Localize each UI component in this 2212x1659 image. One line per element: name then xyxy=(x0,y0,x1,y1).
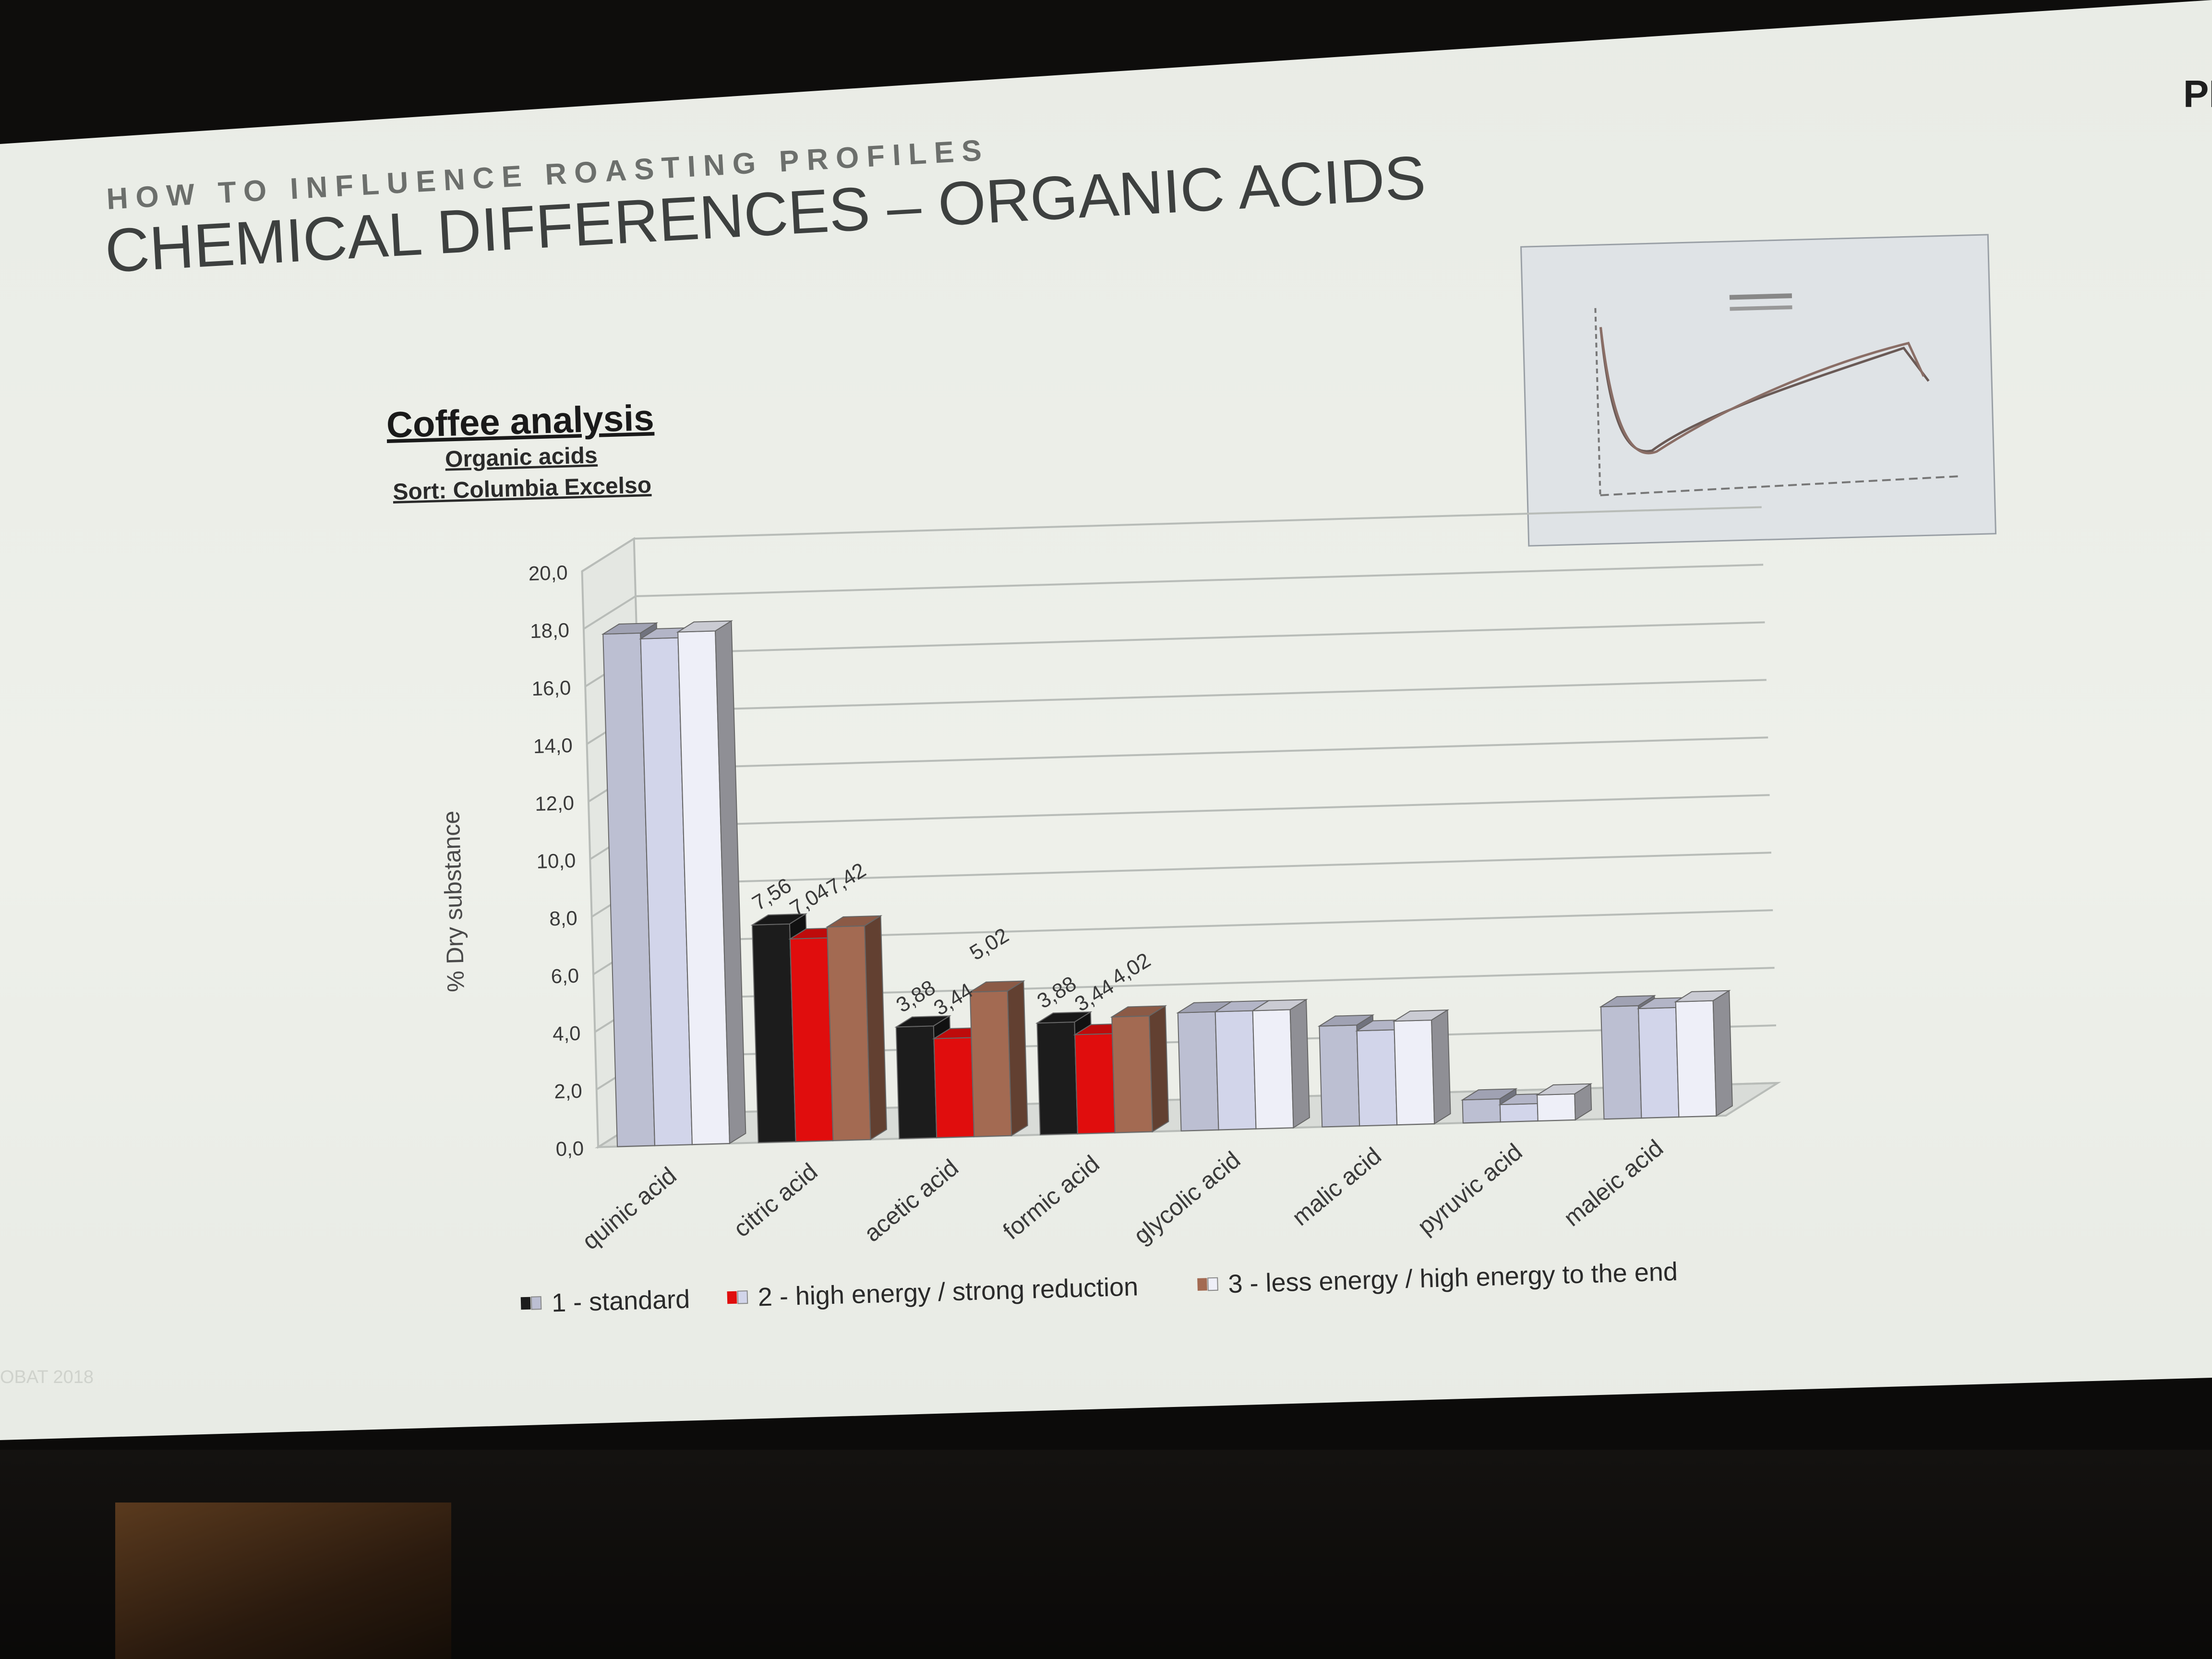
bar xyxy=(1394,1020,1435,1126)
x-tick-label: acetic acid xyxy=(859,1154,963,1247)
y-tick-label: 14,0 xyxy=(533,734,573,757)
room-light-patch xyxy=(115,1503,451,1659)
inset-y-axis xyxy=(1594,308,1601,495)
x-tick-label: citric acid xyxy=(728,1158,822,1242)
bar xyxy=(1252,1009,1294,1130)
y-tick-label: 16,0 xyxy=(531,676,571,700)
bar xyxy=(1600,1005,1642,1120)
data-label: 3,44 xyxy=(930,979,977,1021)
x-axis-ticks: quinic acid citric acid acetic acid formic … xyxy=(577,1134,1668,1255)
legend-swatch-alt xyxy=(530,1296,542,1310)
data-label: 4,02 xyxy=(1107,948,1155,990)
x-tick-label: glycolic acid xyxy=(1129,1146,1245,1250)
bar-side xyxy=(1149,1005,1169,1133)
grid-diag xyxy=(581,538,635,572)
legend-label: 2 - high energy / strong reduction xyxy=(757,1272,1139,1311)
y-tick-label: 10,0 xyxy=(536,849,576,873)
bar xyxy=(1356,1029,1398,1127)
legend-swatch xyxy=(520,1297,531,1310)
chart-legend: 1 - standard 2 - high energy / strong red… xyxy=(520,1257,1678,1317)
y-tick-label: 6,0 xyxy=(551,964,579,988)
y-tick-label: 4,0 xyxy=(552,1022,581,1046)
y-tick-label: 18,0 xyxy=(530,619,570,642)
grid-diag xyxy=(583,595,637,630)
legend-swatch xyxy=(1197,1278,1207,1291)
y-tick-label: 8,0 xyxy=(549,907,578,930)
bar-side xyxy=(864,915,888,1141)
bar xyxy=(1036,1022,1078,1135)
chart-bars xyxy=(601,620,1733,1147)
inset-curve-b xyxy=(1599,327,1925,455)
bar xyxy=(1177,1011,1219,1131)
data-label: 5,02 xyxy=(966,924,1013,965)
bar xyxy=(789,937,834,1142)
grid-line xyxy=(638,679,1767,712)
inset-legend-line-1 xyxy=(1729,293,1792,300)
x-tick-label: pyruvic acid xyxy=(1412,1138,1527,1239)
bar xyxy=(1111,1015,1153,1133)
y-tick-label: 20,0 xyxy=(528,561,568,585)
bar-side xyxy=(1712,989,1733,1117)
data-label: 3,88 xyxy=(1033,972,1081,1013)
bar xyxy=(1319,1024,1360,1128)
bar xyxy=(1675,1000,1717,1118)
bar xyxy=(1074,1033,1116,1134)
roast-profile-thumbnail xyxy=(1594,293,1960,496)
y-tick-label: 12,0 xyxy=(535,792,575,815)
bar xyxy=(1537,1093,1576,1122)
bar xyxy=(751,923,796,1143)
chart-title: Coffee analysis xyxy=(386,397,655,446)
x-tick-label: malic acid xyxy=(1287,1142,1386,1231)
footer-copyright: OBAT 2018 xyxy=(0,1367,94,1387)
bar-side xyxy=(1007,980,1028,1137)
chart-subtitle-sort: Sort: Columbia Excelso xyxy=(393,472,652,505)
bar-side xyxy=(1431,1009,1451,1125)
bar xyxy=(1638,1007,1680,1118)
x-tick-label: quinic acid xyxy=(577,1162,682,1255)
inset-curve-a xyxy=(1599,327,1930,453)
grid-line xyxy=(637,621,1765,655)
bar-side xyxy=(1574,1083,1592,1121)
bar xyxy=(827,925,871,1142)
bar-side xyxy=(1289,998,1310,1129)
grid-line xyxy=(643,852,1771,885)
bar xyxy=(895,1025,938,1140)
brand-logo: PI xyxy=(2183,72,2212,115)
inset-x-axis xyxy=(1600,475,1960,496)
roast-profile-inset xyxy=(1520,234,1997,547)
legend-label: 3 - less energy / high energy to the end xyxy=(1228,1257,1678,1298)
data-label: 3,44 xyxy=(1070,974,1118,1016)
bar xyxy=(1499,1103,1539,1123)
grid-line xyxy=(634,506,1762,540)
chart-subtitle: Organic acids xyxy=(445,443,598,472)
data-label: 3,88 xyxy=(892,975,939,1017)
grid-line xyxy=(640,736,1768,770)
bar-side xyxy=(715,620,746,1144)
bar xyxy=(1462,1098,1501,1124)
y-tick-label: 2,0 xyxy=(554,1080,583,1103)
grid-line xyxy=(635,564,1764,598)
y-axis-label: % Dry substance xyxy=(437,810,469,992)
bar xyxy=(1214,1010,1257,1130)
bar xyxy=(933,1037,975,1138)
y-tick-label: 0,0 xyxy=(555,1137,584,1161)
legend-swatch xyxy=(727,1291,737,1304)
grid-line xyxy=(642,794,1770,828)
inset-legend-line-2 xyxy=(1730,305,1792,311)
y-axis-ticks: 0,0 2,0 4,0 6,0 8,0 10,0 12,0 14,0 16,0 18,0 20,0 xyxy=(528,561,584,1161)
x-tick-label: formic acid xyxy=(998,1150,1105,1245)
legend-label: 1 - standard xyxy=(551,1285,690,1317)
legend-swatch-alt xyxy=(737,1290,748,1304)
legend-swatch-alt xyxy=(1207,1277,1218,1291)
x-tick-label: maleic acid xyxy=(1559,1134,1668,1232)
bar xyxy=(969,990,1012,1137)
